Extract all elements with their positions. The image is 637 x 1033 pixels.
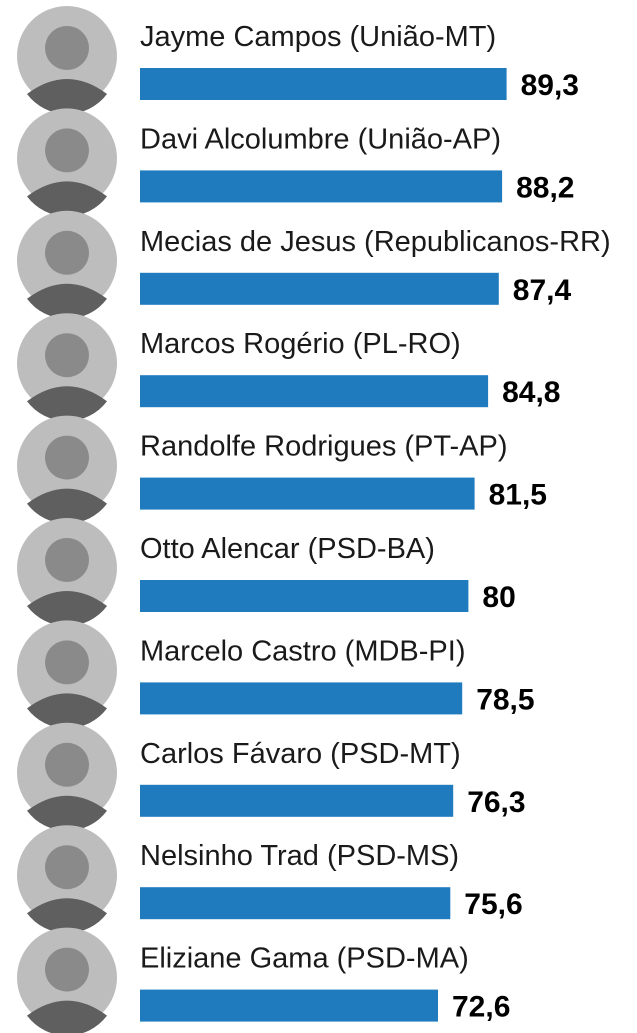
chart-row: Otto Alencar (PSD-BA) 80 [17, 518, 516, 626]
chart-row: Carlos Fávaro (PSD-MT)76,3 [17, 722, 526, 831]
category-label: Marcos Rogério (PL-RO) [140, 328, 461, 360]
chart-row: Marcos Rogério (PL-RO) 84,8 [17, 313, 560, 422]
portrait-photo-icon [17, 313, 117, 422]
chart-row: Randolfe Rodrigues (PT-AP) 81,5 [17, 415, 547, 524]
portrait-photo-icon [17, 620, 117, 729]
bar [140, 784, 454, 817]
value-label: 75,6 [464, 888, 522, 921]
bar [140, 887, 451, 920]
portrait-photo-icon [17, 518, 117, 626]
bar [140, 375, 489, 408]
portrait-photo-icon [17, 210, 117, 319]
portrait-photo-icon [17, 415, 117, 524]
portrait-photo-icon [17, 825, 117, 934]
value-label: 72,6 [452, 991, 510, 1024]
value-label: 81,5 [489, 479, 547, 512]
category-label: Randolfe Rodrigues (PT-AP) [140, 431, 508, 463]
chart-row: Jayme Campos (União-MT) 89,3 [17, 6, 579, 115]
bar [140, 170, 503, 203]
chart-row: Mecias de Jesus (Republicanos-RR) 87,4 [17, 210, 611, 319]
bar [140, 68, 507, 100]
portrait-photo-icon [17, 108, 117, 217]
category-label: Marcelo Castro (MDB-PI) [140, 635, 466, 667]
bar [140, 272, 499, 305]
portrait-photo-icon [17, 927, 117, 1033]
portrait-photo-icon [17, 6, 117, 115]
value-label: 88,2 [516, 171, 574, 204]
portrait-photo-icon [17, 722, 117, 831]
chart-row: Nelsinho Trad (PSD-MS)75,6 [17, 825, 523, 934]
category-label: Jayme Campos (União-MT) [140, 21, 496, 53]
value-label: 78,5 [476, 683, 534, 716]
bar [140, 682, 463, 715]
bar [140, 477, 475, 510]
value-label: 76,3 [467, 786, 525, 819]
value-label: 84,8 [502, 376, 560, 409]
category-label: Otto Alencar (PSD-BA) [140, 533, 435, 565]
category-label: Nelsinho Trad (PSD-MS) [140, 840, 459, 872]
bar [140, 580, 469, 612]
chart-row: Davi Alcolumbre (União-AP) 88,2 [17, 108, 574, 217]
value-label: 87,4 [513, 274, 572, 307]
category-label: Mecias de Jesus (Republicanos-RR) [140, 226, 611, 258]
bar [140, 989, 438, 1022]
value-label: 80 [482, 581, 515, 614]
category-label: Eliziane Gama (PSD-MA) [140, 943, 469, 975]
category-label: Davi Alcolumbre (União-AP) [140, 123, 501, 155]
chart-row: Marcelo Castro (MDB-PI) 78,5 [17, 620, 535, 729]
chart-row: Eliziane Gama (PSD-MA) 72,6 [17, 927, 510, 1033]
value-label: 89,3 [521, 69, 579, 102]
category-label: Carlos Fávaro (PSD-MT) [140, 738, 461, 770]
